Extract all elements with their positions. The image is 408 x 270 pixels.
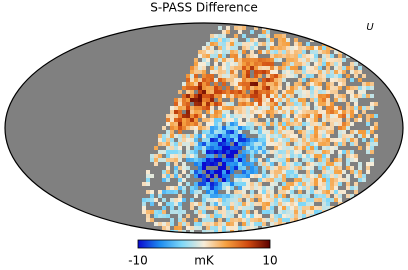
map-title: S-PASS Difference [150,1,258,15]
colorbar-max: 10 [262,254,277,268]
colorbar [137,239,271,249]
stokes-label: U [366,22,374,33]
map-pixels [142,26,378,233]
colorbar-min: -10 [128,254,148,268]
colorbar-unit: mK [194,254,215,268]
sky-outline [4,22,404,234]
